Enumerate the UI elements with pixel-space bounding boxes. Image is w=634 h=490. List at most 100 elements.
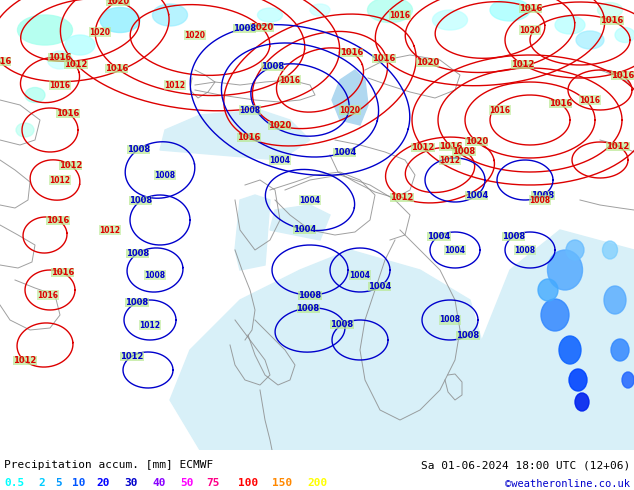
Text: 1008: 1008 [129, 196, 152, 205]
Polygon shape [332, 70, 368, 125]
Text: 20: 20 [96, 478, 110, 488]
Text: 1012: 1012 [164, 80, 186, 90]
Text: 1004: 1004 [349, 270, 370, 279]
Polygon shape [430, 230, 634, 450]
Text: 1012: 1012 [13, 356, 37, 366]
Text: 1008: 1008 [127, 145, 150, 154]
Text: 1008: 1008 [145, 270, 165, 279]
Text: 1008: 1008 [299, 291, 321, 299]
Ellipse shape [310, 4, 330, 16]
Polygon shape [235, 195, 270, 270]
Text: 1016: 1016 [549, 99, 573, 108]
Text: 1004: 1004 [427, 232, 451, 241]
Text: 1008: 1008 [240, 105, 261, 115]
Ellipse shape [576, 31, 604, 49]
Ellipse shape [48, 51, 72, 69]
Text: 1016: 1016 [489, 105, 510, 115]
Text: 1004: 1004 [444, 245, 465, 254]
Text: 1016: 1016 [48, 53, 71, 62]
Ellipse shape [541, 299, 569, 331]
Text: 1020: 1020 [184, 30, 205, 40]
Text: 1008: 1008 [261, 62, 284, 72]
Text: 100: 100 [238, 478, 258, 488]
Text: 1008: 1008 [126, 249, 149, 258]
Text: 1016: 1016 [519, 4, 542, 13]
Text: 1020: 1020 [416, 58, 439, 67]
Text: 1016: 1016 [579, 96, 600, 104]
Text: 1016: 1016 [105, 64, 129, 73]
Text: 1008: 1008 [529, 196, 550, 204]
Text: 1016: 1016 [46, 216, 70, 224]
Text: 1020: 1020 [107, 0, 130, 6]
Text: 40: 40 [152, 478, 165, 488]
Text: 1016: 1016 [611, 72, 634, 80]
Text: 1016: 1016 [0, 57, 11, 66]
Ellipse shape [100, 7, 140, 32]
Text: 1016: 1016 [49, 80, 70, 90]
Text: 1016: 1016 [600, 16, 624, 25]
Text: 1016: 1016 [340, 48, 363, 57]
Text: 1012: 1012 [65, 60, 88, 69]
Text: 1020: 1020 [268, 121, 291, 130]
Text: 10: 10 [72, 478, 86, 488]
Ellipse shape [25, 88, 45, 102]
Text: 1012: 1012 [439, 155, 460, 165]
Text: 1020: 1020 [339, 105, 361, 115]
Text: 1008: 1008 [456, 331, 479, 340]
Ellipse shape [368, 0, 413, 23]
Ellipse shape [18, 15, 72, 45]
Text: 5: 5 [55, 478, 61, 488]
Ellipse shape [555, 16, 585, 34]
Ellipse shape [602, 241, 618, 259]
Text: 1012: 1012 [49, 175, 70, 185]
Ellipse shape [575, 393, 589, 411]
Ellipse shape [569, 369, 587, 391]
Text: 1008: 1008 [514, 245, 536, 254]
Text: 1008: 1008 [233, 24, 256, 33]
Text: Sa 01-06-2024 18:00 UTC (12+06): Sa 01-06-2024 18:00 UTC (12+06) [421, 460, 630, 470]
Text: 1008: 1008 [155, 171, 176, 179]
Text: 1008: 1008 [502, 232, 526, 241]
Text: 1012: 1012 [511, 60, 534, 69]
Ellipse shape [153, 4, 188, 26]
Text: 1008: 1008 [330, 320, 354, 329]
Text: 1004: 1004 [299, 196, 321, 204]
Text: 1008: 1008 [453, 147, 476, 156]
Text: 50: 50 [180, 478, 193, 488]
Text: 1016: 1016 [56, 109, 80, 118]
Text: 1016: 1016 [439, 142, 462, 150]
Text: 1016: 1016 [51, 268, 74, 277]
Text: 1016: 1016 [389, 10, 410, 20]
Text: 200: 200 [307, 478, 327, 488]
Text: 75: 75 [206, 478, 219, 488]
Text: 1004: 1004 [293, 225, 316, 234]
Text: 1008: 1008 [126, 298, 148, 307]
Text: 1012: 1012 [606, 142, 630, 151]
Ellipse shape [538, 279, 558, 301]
Text: 1004: 1004 [465, 191, 488, 200]
Text: 1012: 1012 [139, 320, 160, 329]
Ellipse shape [611, 339, 629, 361]
Text: 1016: 1016 [372, 54, 396, 63]
Ellipse shape [604, 286, 626, 314]
Text: 1008: 1008 [297, 304, 320, 313]
Text: 30: 30 [124, 478, 138, 488]
Ellipse shape [559, 336, 581, 364]
Polygon shape [160, 110, 310, 160]
Ellipse shape [548, 250, 583, 290]
Text: 150: 150 [272, 478, 292, 488]
Polygon shape [170, 250, 490, 450]
Text: 1016: 1016 [237, 133, 261, 142]
Text: 1012: 1012 [120, 352, 144, 361]
Text: 1020: 1020 [250, 24, 273, 32]
Text: 1012: 1012 [58, 161, 82, 170]
Text: Precipitation accum. [mm] ECMWF: Precipitation accum. [mm] ECMWF [4, 460, 213, 470]
Text: 0.5: 0.5 [4, 478, 24, 488]
Ellipse shape [16, 123, 34, 137]
Text: 2: 2 [38, 478, 45, 488]
Text: 1016: 1016 [280, 75, 301, 84]
Text: 1012: 1012 [100, 225, 120, 235]
Text: 1012: 1012 [391, 193, 414, 202]
Text: 1020: 1020 [89, 27, 110, 36]
Ellipse shape [622, 372, 634, 388]
